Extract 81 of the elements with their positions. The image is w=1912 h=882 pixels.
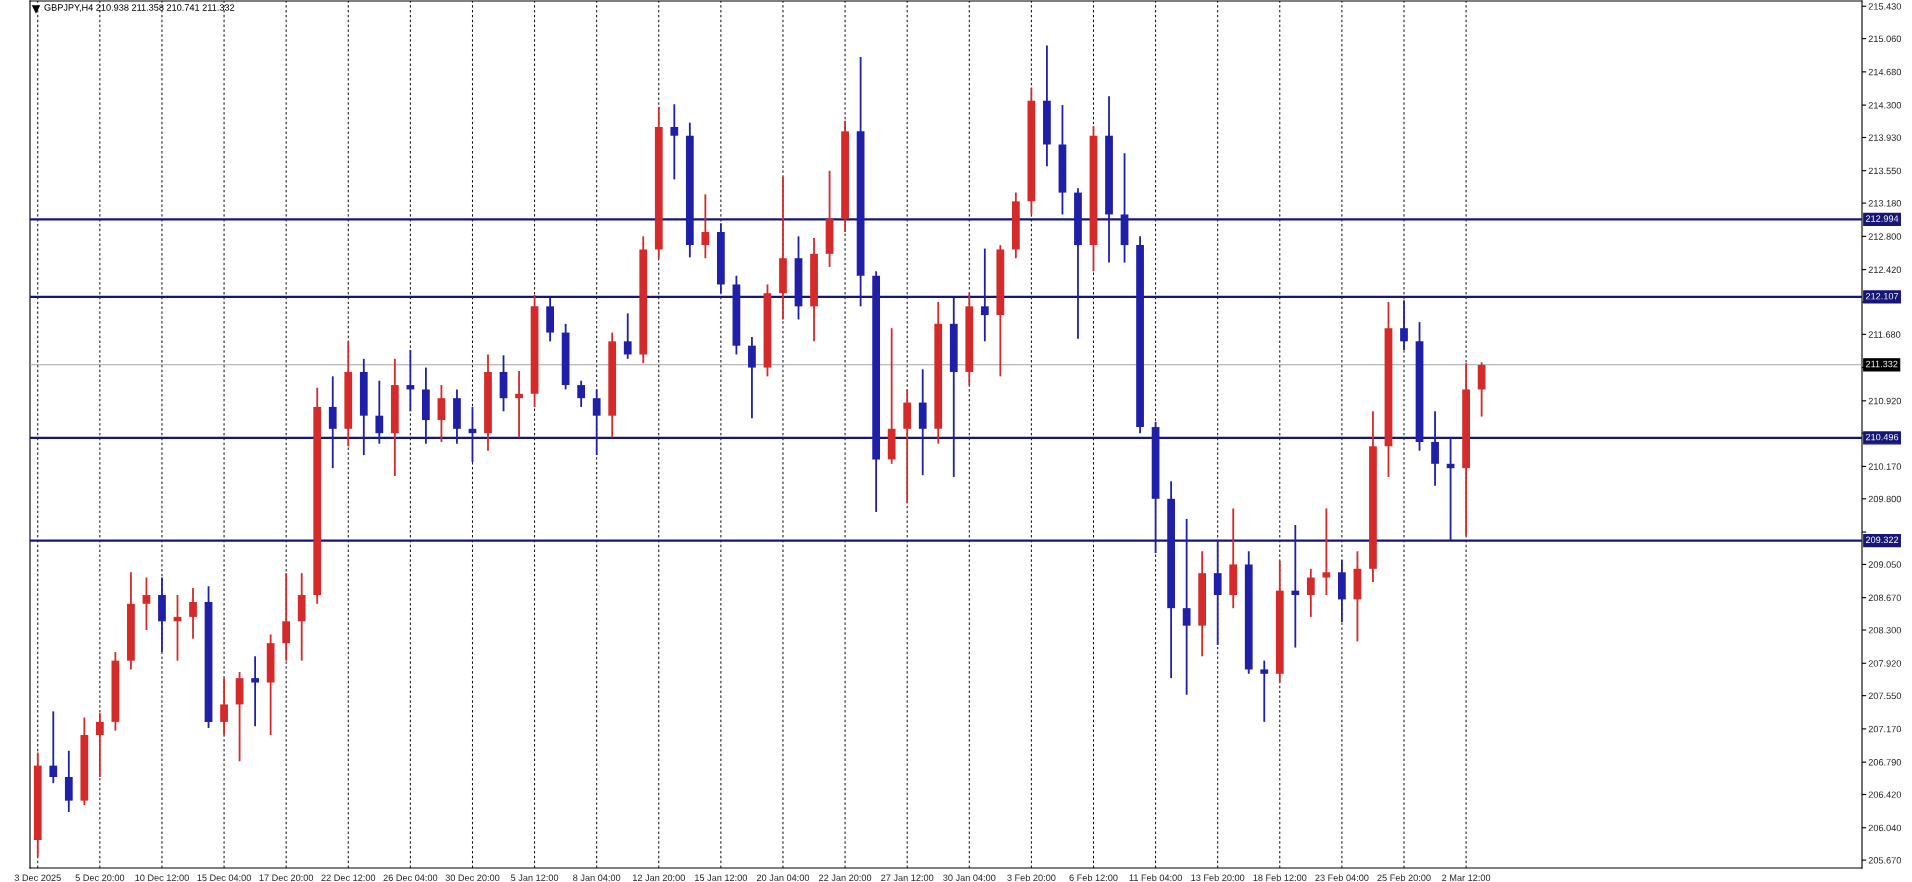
- candlestick: [189, 587, 197, 640]
- x-tick-label: 3 Feb 20:00: [1007, 874, 1056, 881]
- x-tick-label: 15 Dec 04:00: [197, 874, 251, 881]
- y-tick-label: 208.670: [1868, 594, 1902, 602]
- y-tick-label: 215.060: [1868, 35, 1902, 43]
- y-tick-label: 207.170: [1868, 725, 1902, 733]
- y-tick-label: 206.790: [1868, 759, 1902, 766]
- candlestick: [1182, 518, 1191, 696]
- candlestick: [1260, 659, 1269, 723]
- x-tick-label: 22 Dec 12:00: [321, 874, 376, 881]
- candlestick: [95, 712, 104, 778]
- y-tick-label: 212.800: [1868, 233, 1902, 240]
- y-tick-label: 206.420: [1868, 791, 1902, 798]
- y-tick-label: 213.180: [1868, 200, 1902, 207]
- y-tick-label: 213.930: [1868, 134, 1902, 141]
- y-tick-label: 210.920: [1868, 397, 1902, 405]
- candlestick: [592, 388, 601, 456]
- y-tick-label: 212.420: [1868, 266, 1902, 273]
- candlestick: [1431, 410, 1439, 487]
- candlestick: [251, 655, 259, 728]
- x-tick-label: 13 Feb 20:00: [1191, 874, 1245, 881]
- ref-line-label: 212.107: [1865, 292, 1899, 300]
- x-tick-label: 22 Jan 20:00: [819, 874, 872, 881]
- candlestick: [49, 710, 58, 785]
- candlestick: [1306, 567, 1315, 618]
- ref-line-label: 210.496: [1865, 433, 1899, 441]
- candlestick: [1322, 507, 1331, 596]
- y-tick-label: 206.040: [1868, 824, 1902, 832]
- x-tick-label: 26 Dec 04:00: [383, 874, 438, 881]
- y-tick-label: 211.680: [1868, 331, 1901, 338]
- x-tick-label: 20 Jan 04:00: [756, 874, 810, 881]
- y-tick-label: 209.800: [1868, 495, 1902, 503]
- candlestick: [328, 375, 337, 470]
- x-tick-label: 2 Mar 12:00: [1442, 874, 1491, 881]
- x-tick-label: 8 Jan 04:00: [573, 874, 621, 881]
- y-tick-label: 214.680: [1868, 68, 1902, 76]
- y-tick-label: 213.550: [1868, 167, 1902, 175]
- candlestick: [1213, 539, 1222, 646]
- x-tick-label: 30 Jan 04:00: [943, 874, 996, 881]
- y-tick-label: 207.920: [1868, 660, 1902, 667]
- y-tick-label: 208.300: [1868, 626, 1902, 634]
- candlestick: [375, 379, 384, 445]
- x-tick-label: 23 Feb 04:00: [1315, 874, 1369, 881]
- candlestick: [980, 247, 989, 343]
- candlestick: [282, 572, 291, 662]
- candlestick: [577, 379, 586, 408]
- y-tick-label: 205.670: [1868, 857, 1902, 864]
- ref-line-label: 209.322: [1865, 536, 1899, 544]
- candlestick: [220, 677, 228, 736]
- y-tick-label: 214.300: [1868, 102, 1902, 109]
- x-tick-label: 18 Feb 12:00: [1253, 874, 1307, 881]
- y-tick-label: 209.050: [1868, 561, 1902, 568]
- candlestick: [701, 193, 710, 260]
- candlestick: [670, 103, 679, 181]
- candlestick: [1291, 524, 1300, 649]
- y-tick-label: 215.430: [1868, 3, 1902, 10]
- x-tick-label: 25 Feb 20:00: [1377, 874, 1431, 881]
- x-tick-label: 5 Dec 20:00: [75, 874, 125, 881]
- x-tick-label: 27 Jan 12:00: [881, 874, 934, 881]
- candlestick: [1400, 299, 1408, 351]
- x-tick-label: 6 Feb 12:00: [1069, 874, 1118, 881]
- x-tick-label: 5 Jan 12:00: [510, 874, 559, 881]
- x-tick-label: 17 Dec 20:00: [259, 874, 314, 881]
- x-tick-label: 10 Dec 12:00: [135, 874, 189, 881]
- candlestick: [406, 349, 415, 413]
- x-tick-label: 12 Jan 20:00: [632, 874, 685, 881]
- x-tick-label: 15 Jan 12:00: [695, 874, 748, 881]
- candlestick: [748, 336, 756, 420]
- candlestick: [437, 384, 446, 443]
- x-tick-label: 30 Dec 20:00: [445, 874, 500, 881]
- candlestick: [142, 576, 151, 631]
- ref-line-label: 212.994: [1865, 215, 1899, 222]
- candlestick: [64, 749, 73, 813]
- x-tick-label: 3 Dec 2025: [14, 874, 61, 881]
- candlestick: [515, 370, 523, 439]
- y-tick-label: 210.170: [1868, 463, 1902, 470]
- y-tick-label: 207.550: [1868, 692, 1902, 700]
- chart-title: GBPJPY,H4 210.938 211.358 210.741 211.332: [44, 4, 235, 12]
- candlestick: [623, 312, 632, 360]
- ref-line-label: 211.332: [1865, 360, 1898, 368]
- x-tick-label: 11 Feb 04:00: [1129, 874, 1182, 881]
